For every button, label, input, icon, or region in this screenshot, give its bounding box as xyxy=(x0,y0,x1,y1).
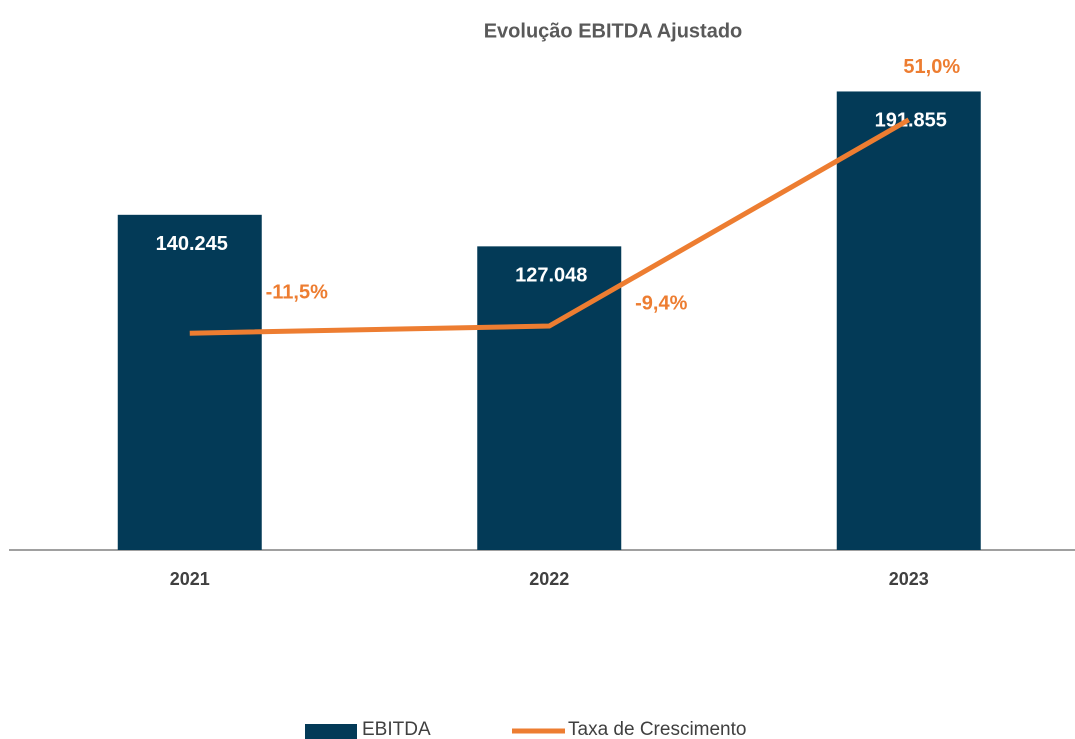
x-tick-label: 2021 xyxy=(170,569,210,589)
bar-value-label: 191.855 xyxy=(875,110,947,132)
bar-value-label: 140.245 xyxy=(156,233,228,255)
line-value-label: -9,4% xyxy=(635,292,687,314)
x-tick-label: 2022 xyxy=(529,569,569,589)
legend-label: Taxa de Crescimento xyxy=(568,719,746,739)
line-value-label: -11,5% xyxy=(266,281,328,303)
x-tick-label: 2023 xyxy=(889,569,929,589)
line-value-label: 51,0% xyxy=(903,56,960,78)
legend-label: EBITDA xyxy=(362,719,431,739)
bar xyxy=(117,214,262,550)
chart-title: Evolução EBITDA Ajustado xyxy=(484,20,743,42)
line xyxy=(189,117,910,336)
bar-value-label: 127.048 xyxy=(515,265,587,287)
legend-swatch xyxy=(305,724,357,739)
bar xyxy=(477,246,622,550)
bar xyxy=(836,91,981,550)
